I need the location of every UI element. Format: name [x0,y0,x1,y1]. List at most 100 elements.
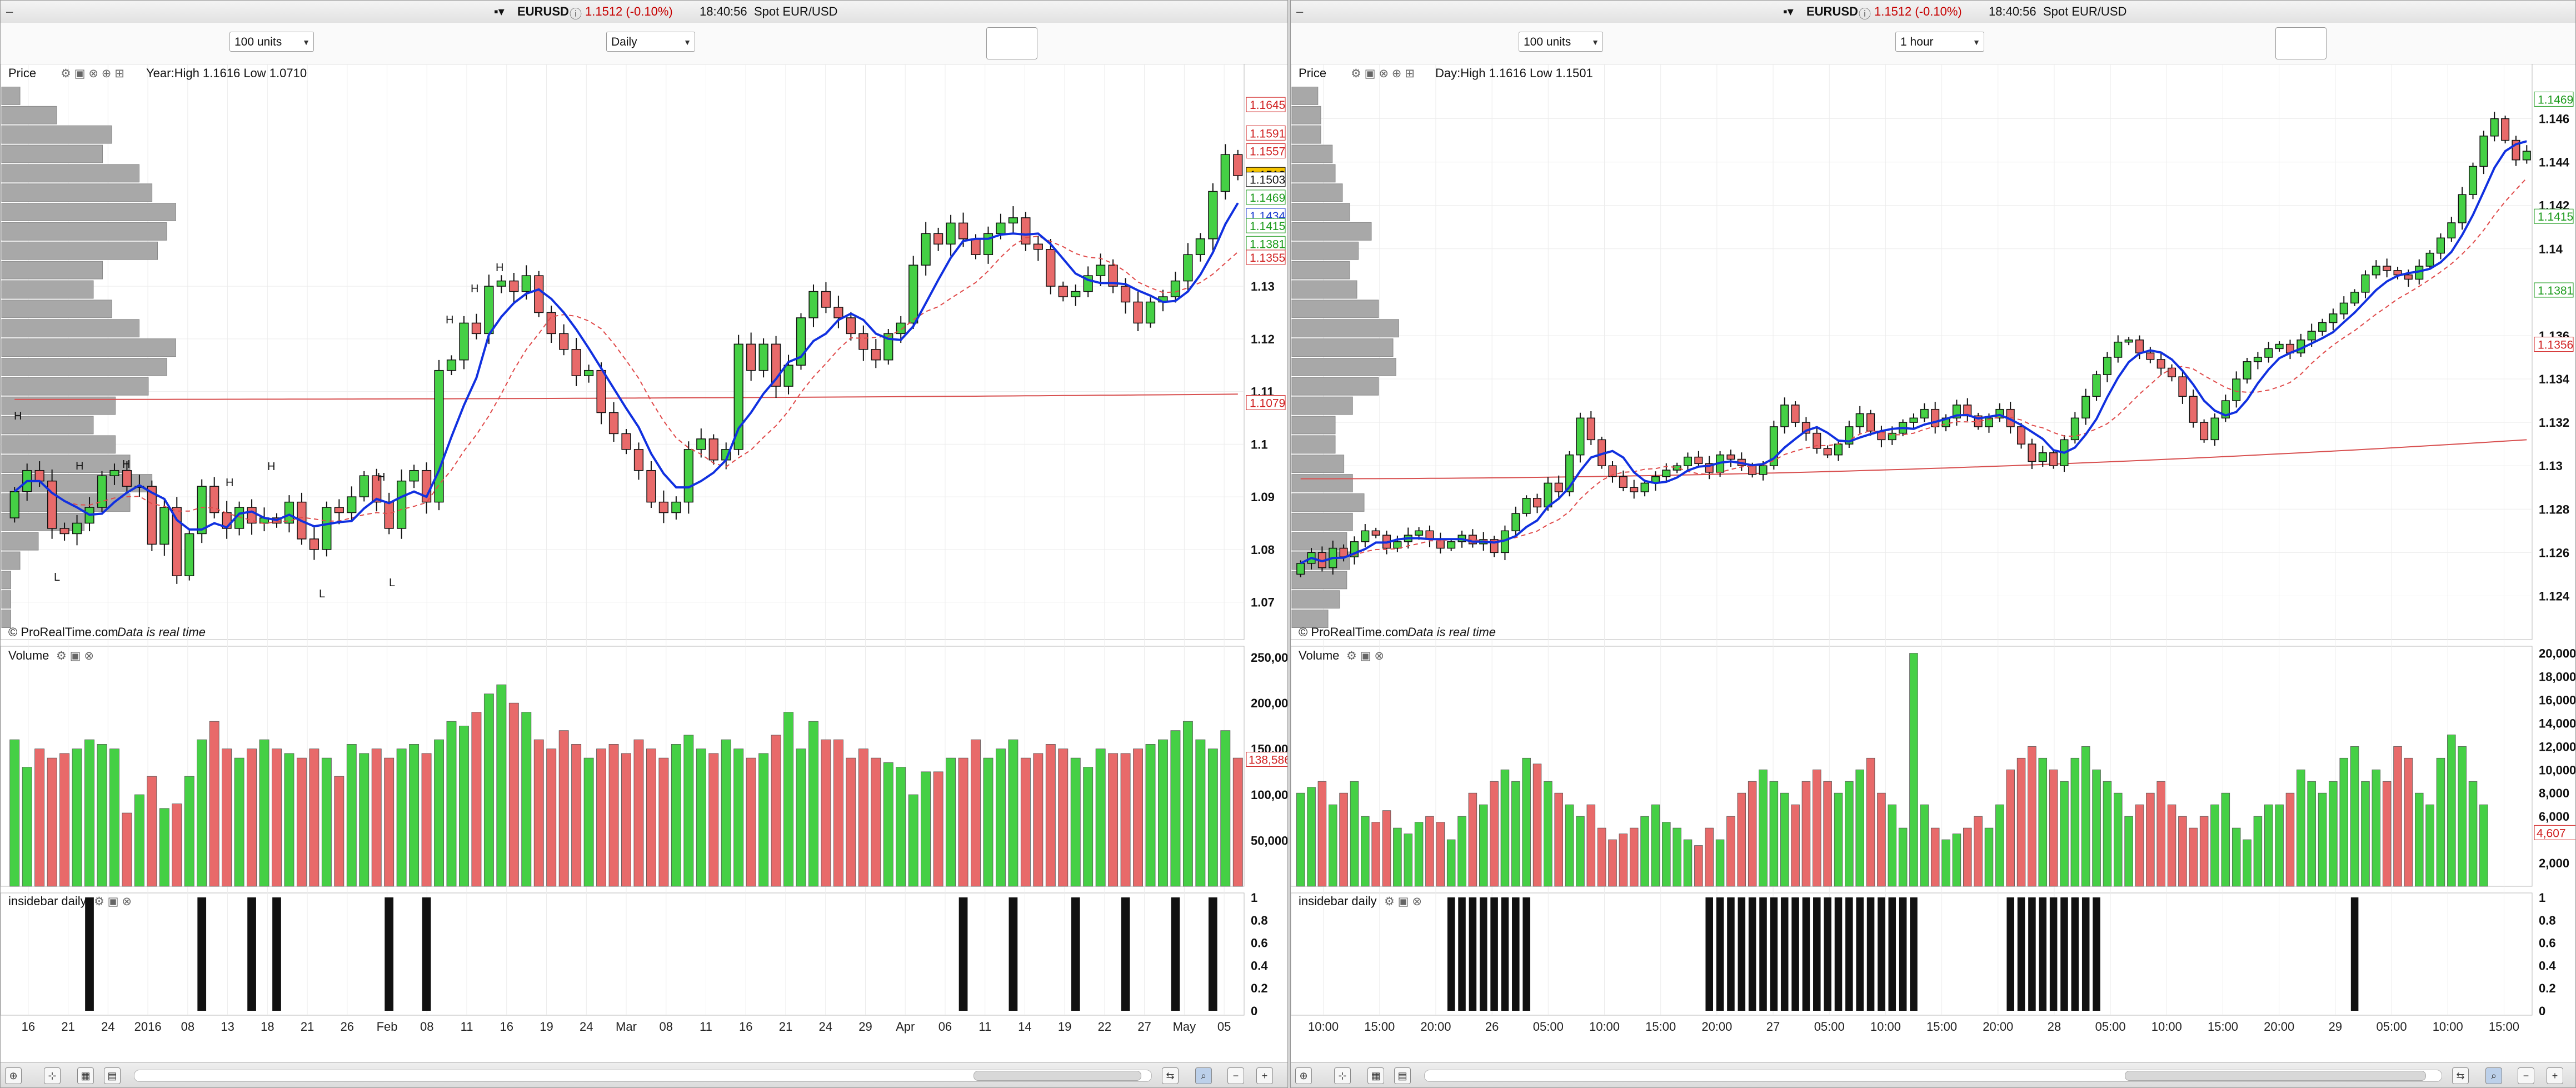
candle-body [284,501,294,524]
x-axis-tick-label: 10:00 [2433,1020,2463,1034]
insidebar-bar [2049,897,2058,1011]
scrollbar-thumb[interactable] [2125,1071,2426,1081]
x-axis-tick-label: 19 [1058,1020,1071,1034]
minimize-icon[interactable]: – [1296,4,1304,18]
calculator-icon[interactable]: ▦ [77,1067,94,1084]
insidebar-bar [1866,897,1875,1011]
autoscale-icon[interactable]: ⇆ [2452,1067,2469,1084]
cursor-icon[interactable]: ⊕ [1295,1067,1312,1084]
x-axis-tick-label: 26 [1485,1020,1499,1034]
volume-bar [359,753,370,887]
volume-profile-bar [1291,87,1319,105]
price-axis-tick-label: 1.08 [1251,543,1275,557]
candle-body [821,291,831,308]
autoscale-icon[interactable]: ⇆ [1162,1067,1179,1084]
volume-profile-bar [1291,435,1336,454]
volume-bar [1220,730,1231,887]
timeframe-select[interactable]: Daily ▼ [606,32,695,52]
candle-body [2070,417,2079,441]
candle-body [2243,361,2251,380]
volume-axis-tick-label: 200,000 [1251,696,1288,710]
horizontal-scrollbar[interactable] [134,1070,1152,1082]
timeframe-select[interactable]: 1 hour ▼ [1895,32,1984,52]
zoom-reset-icon[interactable]: ⌕ [1195,1067,1212,1084]
symbol-label[interactable]: EURUSD [1806,4,1858,18]
scrollbar-thumb[interactable] [974,1071,1141,1081]
indicator-axis-tick-label: 1 [2539,891,2545,905]
volume-profile-bar [1291,241,1359,260]
zoom-reset-icon[interactable]: ⌕ [2485,1067,2502,1084]
indicator-axis-tick-label: 0 [1251,1004,1257,1018]
volume-bar [1759,769,1768,887]
calculator-icon[interactable]: ▦ [1367,1067,1384,1084]
volume-bar [1490,781,1499,887]
volume-bar [1414,822,1424,887]
units-select[interactable]: 100 units ▼ [1519,32,1603,52]
insidebar-bar [1738,897,1746,1011]
info-icon[interactable]: ⓘ [1859,7,1871,21]
price-axis-tick-label: 1.13 [2539,459,2563,473]
chart-type-icon[interactable] [2275,27,2327,59]
price-badge: 1.1591 [1250,127,1285,140]
x-axis-tick-label: 20:00 [1983,1020,2013,1034]
volume-bar [983,757,994,887]
zoom-out-icon[interactable]: − [1227,1067,1244,1084]
volume-profile-bar [1291,610,1329,628]
volume-bar [2253,816,2263,887]
candle-body [2469,166,2478,195]
volume-badge: 4,607 [2537,827,2566,840]
candle-body [1058,286,1068,297]
candle-body [1046,248,1056,287]
indicator-icon[interactable]: ▤ [1394,1067,1411,1084]
volume-bar [1845,781,1854,887]
volume-axis-tick-label: 20,000 [2539,647,2576,661]
price-panel-label: Price [8,66,36,80]
volume-profile-bar [1291,164,1336,183]
volume-bar [2199,816,2209,887]
price-axis-tick-label: 1.146 [2539,112,2569,126]
crosshair-icon[interactable]: ⊹ [1334,1067,1351,1084]
volume-bar [1182,721,1193,887]
volume-bar [2243,839,2251,887]
cursor-icon[interactable]: ⊕ [5,1067,22,1084]
symbol-label[interactable]: EURUSD [517,4,569,18]
zoom-in-icon[interactable]: + [1256,1067,1273,1084]
volume-bar [1095,748,1106,887]
volume-profile-bar [1,261,103,280]
volume-bar [1382,810,1391,887]
volume-bar [159,808,169,887]
x-axis-tick-label: 16 [739,1020,752,1034]
insidebar-bar [422,897,431,1011]
volume-bar [1898,827,1908,887]
price-badge-box [2534,282,2574,298]
zoom-in-icon[interactable]: + [2547,1067,2563,1084]
volume-bar [1694,845,1703,887]
crosshair-icon[interactable]: ⊹ [44,1067,61,1084]
indicator-icon[interactable]: ▤ [104,1067,121,1084]
chart-type-icon[interactable] [986,27,1037,59]
volume-bar [1791,804,1800,887]
candle-body [1662,470,1671,477]
candle-body [2200,422,2209,441]
minimize-icon[interactable]: – [6,4,13,18]
x-axis-tick-label: 15:00 [1645,1020,1676,1034]
candle-body [72,522,82,535]
candle-body [1522,498,1531,514]
volume-profile-bar [1291,416,1336,435]
volume-profile-bar [1,222,167,241]
volume-profile-bar [1291,358,1396,376]
candle-body [971,238,981,255]
insidebar-bar [2081,897,2090,1011]
volume-bar [721,739,731,887]
candle-body [996,222,1006,234]
info-icon[interactable]: ⓘ [570,7,582,21]
volume-bar [2468,781,2478,887]
volume-bar [272,748,282,887]
horizontal-scrollbar[interactable] [1424,1070,2442,1082]
ma-blue-line [1300,140,2527,565]
volume-axis-tick-label: 6,000 [2539,810,2569,824]
status-bar: ⊕ ⊹ ▦ ▤ ⇆ ⌕ − + [1,1062,1287,1087]
zoom-out-icon[interactable]: − [2518,1067,2534,1084]
insidebar-bar [2071,897,2079,1011]
units-select[interactable]: 100 units ▼ [229,32,314,52]
